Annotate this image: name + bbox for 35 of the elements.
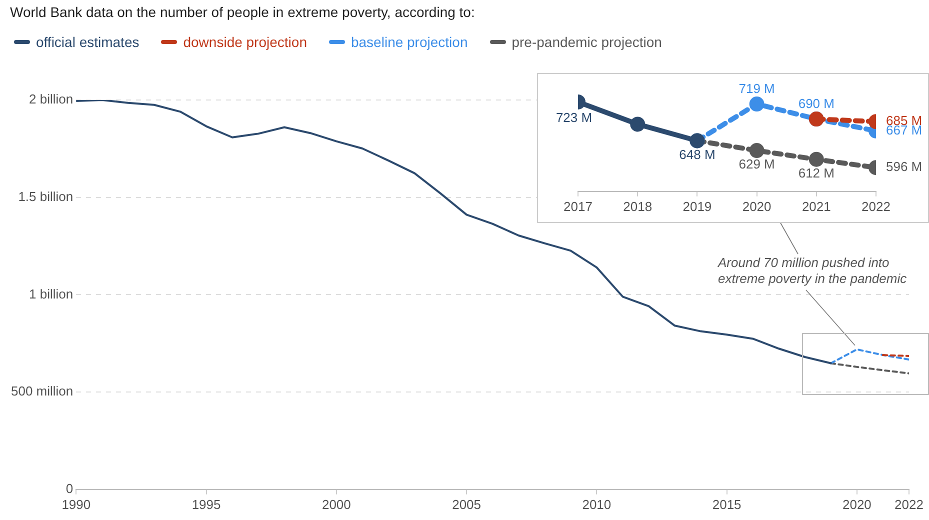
data-label: 596 M [886, 159, 922, 174]
x-tick-label: 2018 [623, 198, 652, 214]
x-tick-label: 2022 [862, 198, 890, 214]
legend-label: official estimates [36, 34, 140, 50]
point [749, 143, 764, 158]
legend-label: baseline projection [350, 34, 468, 50]
data-label: 723 M [556, 110, 592, 126]
x-tick-label: 2020 [842, 496, 872, 512]
y-tick-label: 500 million [10, 384, 74, 399]
x-tick-label: 2005 [452, 496, 482, 512]
x-tick-label: 2019 [682, 198, 712, 214]
y-tick-label: 0 [66, 480, 74, 496]
x-tick-label: 2021 [802, 198, 831, 214]
legend-label: pre-pandemic projection [512, 34, 662, 50]
legend-label: downside projection [183, 34, 307, 50]
annotation: Around 70 million pushed into extreme poverty in the pandemic [717, 255, 908, 286]
x-tick-label: 1995 [192, 496, 221, 512]
y-tick-label: 1.5 billion [18, 188, 74, 204]
x-tick-label: 2015 [712, 496, 742, 512]
x-tick-label: 1990 [62, 496, 91, 512]
data-label: 690 M [798, 96, 834, 112]
x-tick-label: 2017 [564, 198, 592, 214]
x-tick-label: 2010 [582, 496, 612, 512]
chart-title: World Bank data on the number of people in extreme poverty, according to: [10, 4, 475, 20]
y-tick-label: 2 billion [29, 92, 74, 107]
data-label: 719 M [738, 81, 775, 96]
x-tick-label: 2000 [322, 496, 351, 512]
x-tick-label: 2020 [742, 198, 772, 214]
data-label: 648 M [679, 146, 716, 162]
data-label: 629 M [738, 156, 775, 172]
y-tick-label: 1 billion [29, 286, 74, 302]
data-label: 612 M [798, 165, 834, 180]
line-series [830, 348, 909, 364]
line-series [830, 362, 909, 374]
x-tick-label: 2022 [894, 496, 924, 512]
